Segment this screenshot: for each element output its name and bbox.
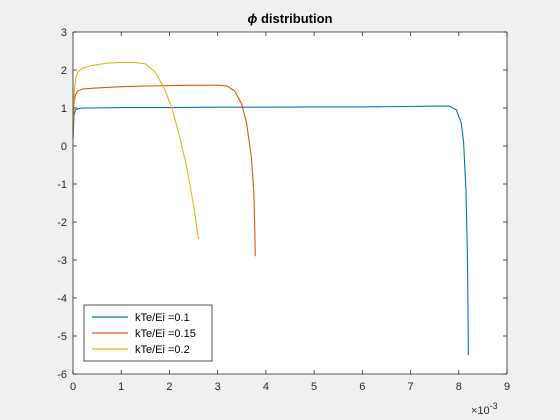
- title-phi-symbol: ϕ: [248, 11, 258, 26]
- y-tick-label: 1: [61, 103, 67, 115]
- y-tick-label: 0: [61, 141, 67, 153]
- x-tick-label: 1: [118, 381, 124, 393]
- chart-title: ϕ distribution: [248, 11, 333, 26]
- x-axis-exponent: ×10-3: [471, 401, 498, 417]
- x-tick-label: 3: [215, 381, 221, 393]
- y-tick-label: -3: [57, 255, 67, 267]
- x-tick-label: 7: [407, 381, 413, 393]
- legend-label-3: kTe/Ei =0.2: [135, 344, 190, 356]
- y-tick-label: 3: [61, 27, 67, 39]
- series-line-3: [72, 61, 199, 240]
- x-tick-label: 8: [456, 381, 462, 393]
- ticks-layer: 0 1 2 3 4 5 6 7 8 9 3 2 1 0 -1 -2 -3 -4 -5 -6: [57, 27, 510, 393]
- legend: kTe/Ei =0.1 kTe/Ei =0.15 kTe/Ei =0.2: [83, 304, 213, 362]
- legend-label-1: kTe/Ei =0.1: [135, 312, 190, 324]
- x-tick-label: 4: [263, 381, 269, 393]
- series-line-2: [72, 84, 256, 257]
- y-tick-label: 2: [61, 65, 67, 77]
- y-tick-label: -2: [57, 217, 67, 229]
- x-tick-label: 6: [359, 381, 365, 393]
- x-tick-label: 9: [504, 381, 510, 393]
- title-text: distribution: [257, 11, 332, 26]
- axes-layer: [72, 31, 508, 375]
- legend-label-2: kTe/Ei =0.15: [135, 328, 196, 340]
- x-tick-label: 2: [166, 381, 172, 393]
- x-tick-label: 0: [70, 381, 76, 393]
- x-exponent-base: ×10: [471, 405, 490, 417]
- x-exponent-power: -3: [490, 401, 498, 411]
- series-line-1: [72, 105, 469, 356]
- y-tick-label: -6: [57, 369, 67, 381]
- y-tick-label: -4: [57, 293, 67, 305]
- series-layer: [72, 61, 469, 356]
- y-tick-label: -1: [57, 179, 67, 191]
- x-tick-label: 5: [311, 381, 317, 393]
- y-tick-label: -5: [57, 331, 67, 343]
